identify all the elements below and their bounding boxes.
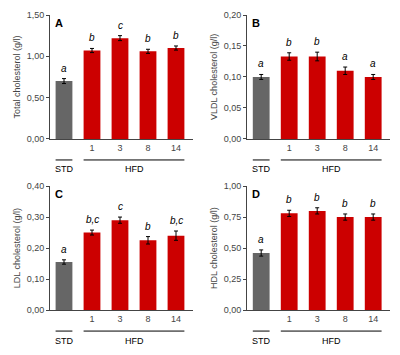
svg-text:D: D xyxy=(252,188,260,200)
svg-text:a: a xyxy=(61,244,67,255)
svg-text:b: b xyxy=(286,37,292,48)
svg-text:a: a xyxy=(61,63,67,74)
svg-text:0,40: 0,40 xyxy=(27,181,45,191)
svg-text:0,20: 0,20 xyxy=(224,10,242,20)
svg-text:b: b xyxy=(173,30,179,41)
svg-text:3: 3 xyxy=(117,314,122,324)
svg-text:b: b xyxy=(314,36,320,47)
svg-text:1: 1 xyxy=(287,314,292,324)
svg-text:0,05: 0,05 xyxy=(224,103,242,113)
svg-text:1,50: 1,50 xyxy=(27,10,45,20)
svg-text:14: 14 xyxy=(171,143,181,153)
svg-text:0,50: 0,50 xyxy=(224,243,242,253)
svg-text:HFD: HFD xyxy=(322,336,341,346)
svg-text:b: b xyxy=(145,33,151,44)
svg-text:a: a xyxy=(258,234,264,245)
svg-text:HFD: HFD xyxy=(322,164,341,174)
svg-text:0,00: 0,00 xyxy=(27,305,45,315)
svg-text:c: c xyxy=(118,201,123,212)
svg-text:b,c: b,c xyxy=(86,214,99,225)
svg-text:STD: STD xyxy=(252,164,271,174)
svg-text:1: 1 xyxy=(89,143,94,153)
svg-text:1: 1 xyxy=(287,143,292,153)
svg-text:b: b xyxy=(342,198,348,209)
svg-text:HFD: HFD xyxy=(125,164,144,174)
svg-text:8: 8 xyxy=(145,143,150,153)
svg-text:1: 1 xyxy=(89,314,94,324)
svg-text:C: C xyxy=(55,188,63,200)
svg-text:0,25: 0,25 xyxy=(224,274,242,284)
svg-text:14: 14 xyxy=(368,143,378,153)
svg-text:a: a xyxy=(370,58,376,69)
svg-text:c: c xyxy=(118,20,123,31)
svg-text:0,00: 0,00 xyxy=(224,305,242,315)
svg-text:0,00: 0,00 xyxy=(27,134,45,144)
svg-text:b: b xyxy=(145,221,151,232)
svg-text:b,c: b,c xyxy=(170,215,183,226)
svg-text:HFD: HFD xyxy=(125,336,144,346)
svg-text:b: b xyxy=(370,198,376,209)
svg-text:HDL cholesterol (g/l): HDL cholesterol (g/l) xyxy=(209,207,219,289)
svg-text:14: 14 xyxy=(368,314,378,324)
svg-text:1,00: 1,00 xyxy=(27,51,45,61)
svg-text:0,20: 0,20 xyxy=(27,243,45,253)
svg-text:1,00: 1,00 xyxy=(224,181,242,191)
svg-text:14: 14 xyxy=(171,314,181,324)
svg-text:3: 3 xyxy=(315,143,320,153)
svg-text:0,10: 0,10 xyxy=(27,274,45,284)
svg-text:B: B xyxy=(252,17,260,29)
svg-text:Total cholesterol (g/l): Total cholesterol (g/l) xyxy=(12,35,22,118)
svg-text:STD: STD xyxy=(252,336,271,346)
svg-text:A: A xyxy=(55,17,63,29)
svg-text:b: b xyxy=(314,192,320,203)
svg-text:0,30: 0,30 xyxy=(27,212,45,222)
svg-text:8: 8 xyxy=(145,314,150,324)
svg-text:0,50: 0,50 xyxy=(27,93,45,103)
svg-text:0,10: 0,10 xyxy=(224,72,242,82)
svg-text:b: b xyxy=(89,32,95,43)
svg-text:8: 8 xyxy=(343,143,348,153)
svg-text:0,00: 0,00 xyxy=(224,134,242,144)
svg-text:VLDL cholesterol (g/l): VLDL cholesterol (g/l) xyxy=(209,34,219,120)
svg-text:STD: STD xyxy=(55,164,74,174)
svg-text:b: b xyxy=(286,194,292,205)
svg-text:8: 8 xyxy=(343,314,348,324)
svg-text:a: a xyxy=(342,51,348,62)
svg-text:3: 3 xyxy=(315,314,320,324)
svg-text:3: 3 xyxy=(117,143,122,153)
svg-text:LDL cholesterol (g/l): LDL cholesterol (g/l) xyxy=(12,208,22,288)
svg-text:0,75: 0,75 xyxy=(224,212,242,222)
svg-text:a: a xyxy=(258,58,264,69)
svg-text:STD: STD xyxy=(55,336,74,346)
svg-text:0,15: 0,15 xyxy=(224,41,242,51)
